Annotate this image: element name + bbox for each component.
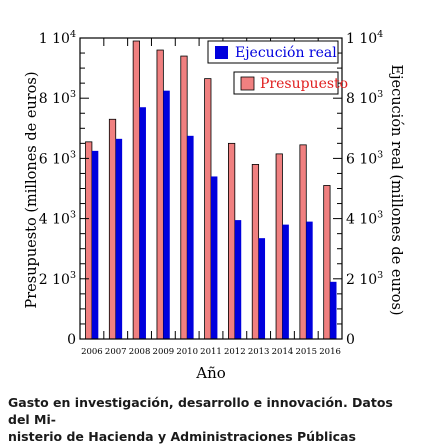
right-tick-label: 2 103 xyxy=(346,270,383,288)
right-axis-label: Ejecución real (millones de euros) xyxy=(388,64,404,315)
bar-ejecucion-2012 xyxy=(234,220,242,339)
x-tick-label-2011: 2011 xyxy=(200,347,222,357)
bar-ejecucion-2013 xyxy=(258,238,266,339)
bar-chart: 0 2 103 4 103 6 103 8 103 1 104 0 2 103 4 103 6 … xyxy=(24,29,404,382)
left-axis-label: Presupuesto (millones de euros) xyxy=(24,71,40,308)
right-tick-label: 4 103 xyxy=(346,210,383,228)
right-tick-label: 8 103 xyxy=(346,89,383,107)
legend-ejecucion: Ejecución real xyxy=(207,40,339,64)
left-tick-label: 1 104 xyxy=(39,29,76,47)
x-tick-labels: 2006 2007 2008 2009 2010 2011 2012 2013 2014 2015… xyxy=(81,347,341,357)
bar-ejecucion-2016 xyxy=(330,281,337,339)
bar-presupuesto-2012 xyxy=(228,142,236,340)
left-tick-label: 6 103 xyxy=(39,149,76,167)
legend-label-ejecucion: Ejecución real xyxy=(235,45,337,61)
bar-ejecucion-2009 xyxy=(163,90,170,339)
bar-ejecucion-2014 xyxy=(282,224,289,339)
legend-label-presupuesto: Presupuesto xyxy=(260,76,348,92)
bar-ejecucion-2010 xyxy=(187,135,194,339)
right-tick-label: 0 xyxy=(346,332,355,348)
legend-swatch-presupuesto xyxy=(240,76,255,91)
left-tick-label: 2 103 xyxy=(39,270,76,288)
axis-ticks xyxy=(79,37,343,340)
ejecucion-bars xyxy=(91,90,337,339)
x-tick-label-2006: 2006 xyxy=(81,347,103,357)
x-tick-label-2009: 2009 xyxy=(153,347,175,357)
x-tick-label-2014: 2014 xyxy=(272,347,294,357)
x-tick-label-2012: 2012 xyxy=(224,347,246,357)
caption-line-2: nisterio de Hacienda y Administraciones … xyxy=(8,429,356,444)
bar-ejecucion-2006 xyxy=(91,150,99,339)
x-tick-label-2013: 2013 xyxy=(248,347,270,357)
bar-ejecucion-2007 xyxy=(115,138,123,339)
bar-presupuesto-2010 xyxy=(180,55,188,340)
left-tick-label: 0 xyxy=(67,332,76,348)
bar-presupuesto-2006 xyxy=(85,141,93,340)
right-tick-label: 1 104 xyxy=(346,29,383,47)
right-tick-labels: 0 2 103 4 103 6 103 8 103 1 104 xyxy=(346,29,383,348)
bar-presupuesto-2015 xyxy=(299,144,307,340)
x-tick-label-2010: 2010 xyxy=(176,347,198,357)
x-axis-label: Año xyxy=(195,364,226,382)
x-tick-label-2015: 2015 xyxy=(295,347,317,357)
x-tick-label-2016: 2016 xyxy=(319,347,341,357)
bar-presupuesto-2009 xyxy=(156,49,164,340)
caption-line-1: Gasto en investigación, desarrollo e inn… xyxy=(8,395,393,427)
bar-ejecucion-2008 xyxy=(139,107,146,339)
right-tick-label: 6 103 xyxy=(346,149,383,167)
bar-presupuesto-2016 xyxy=(323,185,331,340)
bar-presupuesto-2013 xyxy=(251,164,260,340)
bar-presupuesto-2007 xyxy=(108,118,117,340)
x-tick-label-2008: 2008 xyxy=(129,347,151,357)
bar-ejecucion-2015 xyxy=(306,221,313,339)
left-tick-labels: 0 2 103 4 103 6 103 8 103 1 104 xyxy=(39,29,76,348)
legend-swatch-ejecucion xyxy=(215,46,228,59)
bar-presupuesto-2011 xyxy=(204,78,212,340)
bar-presupuesto-2008 xyxy=(132,40,140,340)
figure-caption: Gasto en investigación, desarrollo e inn… xyxy=(8,394,416,445)
left-tick-label: 8 103 xyxy=(39,89,76,107)
x-tick-label-2007: 2007 xyxy=(105,347,127,357)
left-tick-label: 4 103 xyxy=(39,210,76,228)
bar-ejecucion-2011 xyxy=(211,176,218,339)
legend-presupuesto: Presupuesto xyxy=(233,71,348,95)
bar-presupuesto-2014 xyxy=(275,153,283,340)
